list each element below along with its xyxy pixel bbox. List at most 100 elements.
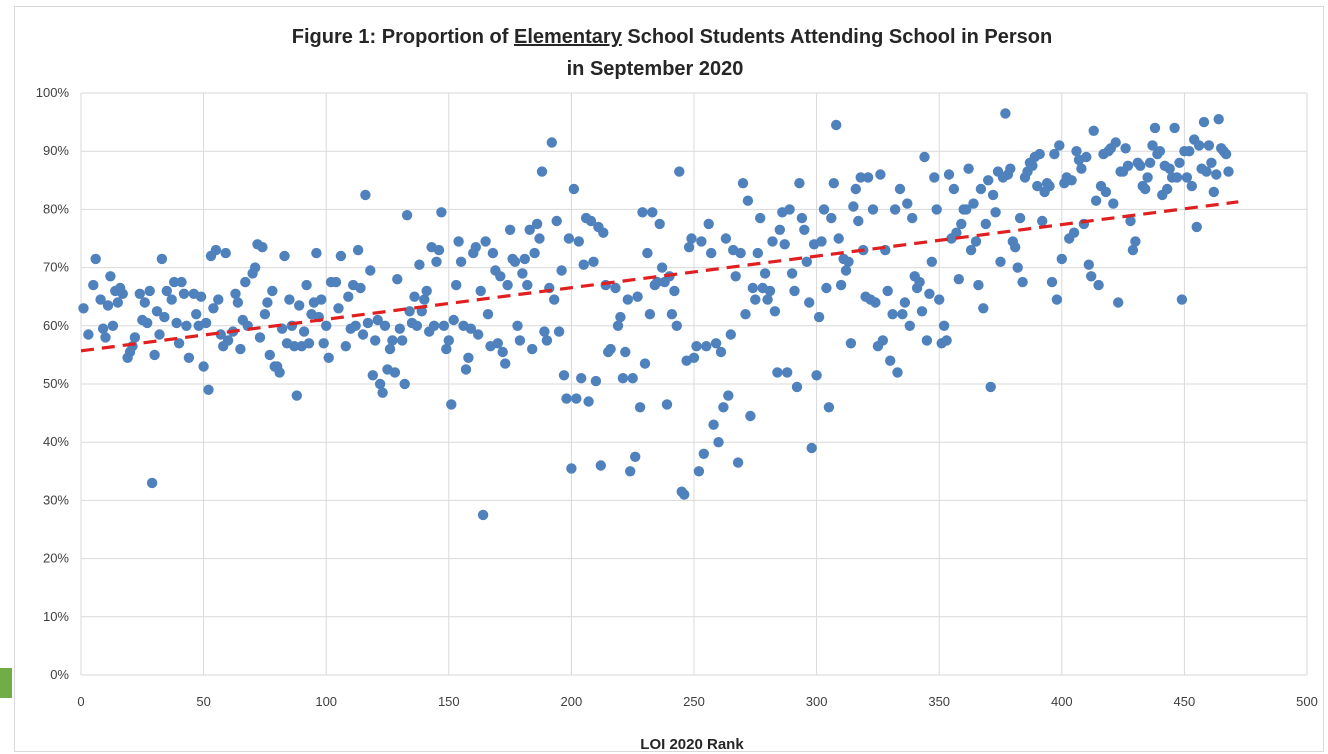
data-point (355, 283, 365, 293)
data-point (360, 190, 370, 200)
x-tick-label: 50 (196, 694, 210, 709)
data-point (696, 236, 706, 246)
x-tick-label: 500 (1296, 694, 1318, 709)
data-point (762, 294, 772, 304)
data-point (711, 338, 721, 348)
data-point (623, 294, 633, 304)
data-point (770, 306, 780, 316)
data-point (787, 268, 797, 278)
data-point (1123, 161, 1133, 171)
data-point (826, 213, 836, 223)
data-point (971, 236, 981, 246)
data-point (500, 358, 510, 368)
data-point (1174, 158, 1184, 168)
data-point (662, 399, 672, 409)
data-point (537, 166, 547, 176)
data-point (463, 353, 473, 363)
data-point (1165, 164, 1175, 174)
data-point (784, 204, 794, 214)
side-marker (0, 668, 12, 698)
data-point (1145, 158, 1155, 168)
data-point (883, 286, 893, 296)
data-point (1201, 166, 1211, 176)
y-tick-label: 100% (36, 85, 70, 100)
data-point (1187, 181, 1197, 191)
data-point (108, 321, 118, 331)
data-point (976, 184, 986, 194)
data-point (892, 367, 902, 377)
data-point (495, 271, 505, 281)
data-point (642, 248, 652, 258)
data-point (385, 344, 395, 354)
data-point (196, 292, 206, 302)
data-point (956, 219, 966, 229)
data-point (434, 245, 444, 255)
x-tick-label: 300 (806, 694, 828, 709)
data-point (713, 437, 723, 447)
data-point (1084, 260, 1094, 270)
data-point (221, 248, 231, 258)
y-tick-label: 70% (43, 260, 69, 275)
data-point (444, 335, 454, 345)
data-point (973, 280, 983, 290)
data-point (811, 370, 821, 380)
data-point (147, 478, 157, 488)
data-point (331, 277, 341, 287)
data-point (804, 297, 814, 307)
data-point (890, 204, 900, 214)
x-tick-label: 0 (77, 694, 84, 709)
data-point (814, 312, 824, 322)
data-point (368, 370, 378, 380)
data-point (233, 297, 243, 307)
data-point (821, 283, 831, 293)
data-point (990, 207, 1000, 217)
data-point (473, 329, 483, 339)
data-point (223, 335, 233, 345)
x-tick-label: 400 (1051, 694, 1073, 709)
data-point (471, 242, 481, 252)
y-tick-label: 10% (43, 609, 69, 624)
data-point (1010, 242, 1020, 252)
data-point (875, 169, 885, 179)
data-point (924, 289, 934, 299)
data-point (819, 204, 829, 214)
data-point (292, 390, 302, 400)
data-point (780, 239, 790, 249)
data-point (897, 309, 907, 319)
data-point (799, 225, 809, 235)
data-point (154, 329, 164, 339)
data-point (914, 277, 924, 287)
data-point (1113, 297, 1123, 307)
data-point (365, 265, 375, 275)
data-point (792, 382, 802, 392)
data-point (782, 367, 792, 377)
data-point (159, 312, 169, 322)
x-tick-label: 250 (683, 694, 705, 709)
data-point (1057, 254, 1067, 264)
data-point (91, 254, 101, 264)
data-point (723, 390, 733, 400)
data-point (260, 309, 270, 319)
data-point (98, 324, 108, 334)
data-point (738, 178, 748, 188)
data-point (740, 309, 750, 319)
data-point (630, 452, 640, 462)
data-point (596, 460, 606, 470)
data-point (198, 361, 208, 371)
data-point (162, 286, 172, 296)
data-point (1177, 294, 1187, 304)
data-point (610, 283, 620, 293)
data-point (831, 120, 841, 130)
data-point (591, 376, 601, 386)
data-point (262, 297, 272, 307)
data-point (995, 257, 1005, 267)
data-point (532, 219, 542, 229)
data-point (620, 347, 630, 357)
data-point (667, 309, 677, 319)
data-point (694, 466, 704, 476)
data-point (478, 510, 488, 520)
data-point (939, 321, 949, 331)
data-point (1223, 166, 1233, 176)
data-point (1135, 161, 1145, 171)
data-point (1086, 271, 1096, 281)
